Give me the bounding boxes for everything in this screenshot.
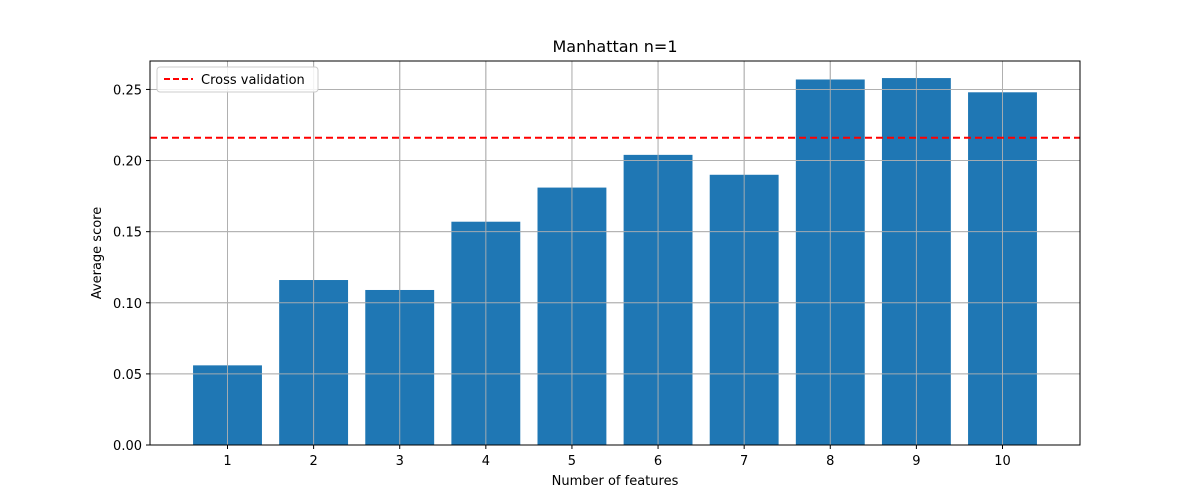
x-tick-label: 9 <box>912 454 920 469</box>
legend: Cross validation <box>156 66 319 93</box>
legend-box <box>156 66 319 93</box>
plot-frame <box>149 60 1081 446</box>
legend-label: Cross validation <box>201 73 305 88</box>
y-ticks: 0.00 0.05 0.10 0.15 0.20 0.25 <box>113 83 150 454</box>
x-axis-label: Number of features <box>552 474 679 489</box>
y-tick-label: 0.25 <box>113 83 142 98</box>
x-tick-label: 3 <box>396 454 404 469</box>
bars <box>193 78 1037 446</box>
x-tick-label: 7 <box>740 454 748 469</box>
x-tick-label: 6 <box>654 454 662 469</box>
y-tick-label: 0.20 <box>113 155 142 170</box>
x-tick-label: 2 <box>309 454 317 469</box>
y-tick-label: 0.15 <box>113 226 142 241</box>
chart-title: Manhattan n=1 <box>553 37 678 56</box>
x-tick-label: 8 <box>826 454 834 469</box>
y-tick-label: 0.10 <box>113 297 142 312</box>
y-axis-label: Average score <box>90 207 105 299</box>
y-tick-label: 0.00 <box>113 439 142 454</box>
x-tick-label: 10 <box>994 454 1011 469</box>
x-tick-label: 1 <box>223 454 231 469</box>
x-tick-label: 4 <box>482 454 490 469</box>
x-tick-label: 5 <box>568 454 576 469</box>
y-tick-label: 0.05 <box>113 368 142 383</box>
x-ticks: 1 2 3 4 5 6 7 8 9 10 <box>223 445 1011 469</box>
